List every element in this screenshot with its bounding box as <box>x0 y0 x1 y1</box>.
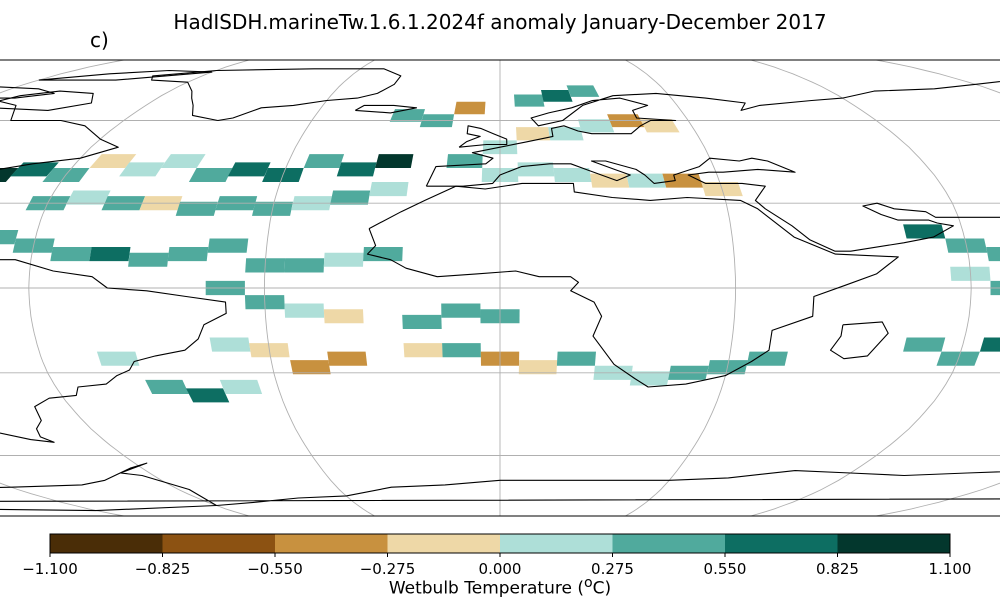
colorbar-segment <box>162 534 275 553</box>
colorbar-segment <box>725 534 838 553</box>
coastline <box>458 125 508 148</box>
colorbar-segment <box>387 534 500 553</box>
anomaly-cell <box>640 119 680 133</box>
anomaly-cell <box>626 173 667 188</box>
anomaly-cell <box>290 360 331 375</box>
anomaly-cell <box>65 190 111 205</box>
anomaly-cell <box>746 351 788 366</box>
anomaly-cell <box>0 230 19 245</box>
anomaly-cell <box>303 154 345 168</box>
colorbar-tick-label: 0.000 <box>478 560 522 578</box>
anomaly-cell <box>454 101 486 115</box>
coastline <box>0 86 55 99</box>
colorbar-tick-label: −0.825 <box>134 560 191 578</box>
anomaly-cell <box>50 247 92 262</box>
colorbar-label-end: C) <box>592 578 612 599</box>
colorbar-tick-label: 0.825 <box>816 560 859 578</box>
anomaly-cell <box>518 360 558 375</box>
colorbar-segment <box>612 534 725 553</box>
anomaly-cell <box>662 173 704 188</box>
anomaly-cell <box>186 388 230 403</box>
colorbar-tick-label: 0.275 <box>591 560 634 578</box>
coastline <box>425 80 1000 252</box>
anomaly-cell <box>363 247 403 262</box>
coastline <box>0 100 119 170</box>
anomaly-cell <box>284 303 325 318</box>
anomaly-cell <box>578 119 615 133</box>
anomaly-cell <box>556 351 596 366</box>
anomaly-cell <box>548 127 584 141</box>
colorbar-label: Wetbulb Temperature (oC) <box>0 575 1000 599</box>
colorbar-tick-label: −1.100 <box>22 560 78 578</box>
anomaly-cell <box>336 162 377 177</box>
anomaly-cell <box>0 168 19 182</box>
anomaly-cell <box>986 247 1000 262</box>
anomaly-cell <box>553 168 592 182</box>
anomaly-cell <box>128 252 169 267</box>
anomaly-cell <box>402 314 442 329</box>
anomaly-cell <box>167 247 209 262</box>
anomaly-cell <box>629 371 670 386</box>
colorbar-segment <box>275 534 388 553</box>
colorbar-tick-label: 1.100 <box>928 560 972 578</box>
coastline <box>366 182 899 388</box>
map-title: HadISDH.marineTw.1.6.1.2024f anomaly Jan… <box>173 10 827 34</box>
coastline <box>0 259 227 443</box>
anomaly-cell <box>403 343 443 358</box>
anomaly-cell <box>566 85 600 97</box>
colorbar-segment <box>50 534 163 553</box>
anomaly-cell <box>541 90 573 102</box>
anomaly-cell <box>514 94 545 107</box>
panel-label: c) <box>90 28 109 52</box>
anomaly-cell <box>323 252 364 267</box>
anomaly-cell <box>207 238 249 253</box>
anomaly-cell <box>160 154 206 168</box>
anomaly-cell <box>516 127 551 141</box>
anomaly-cell <box>219 379 263 394</box>
anomaly-cell <box>89 154 137 168</box>
anomaly-cell <box>369 182 409 197</box>
coastline <box>0 90 94 111</box>
anomaly-cell <box>175 201 218 216</box>
anomaly-cell <box>145 379 189 394</box>
anomaly-cell <box>979 337 1000 352</box>
colorbar-tick-label: −0.275 <box>359 560 416 578</box>
anomaly-cell <box>188 168 233 182</box>
anomaly-cell <box>284 258 325 273</box>
anomaly-cell <box>209 337 251 352</box>
anomaly-cell <box>227 162 271 177</box>
colorbar-label-superscript: o <box>583 575 593 591</box>
anomaly-cell <box>119 162 165 177</box>
coastline <box>151 68 402 122</box>
anomaly-cell <box>590 173 630 188</box>
colorbar-tick-label: 0.550 <box>703 560 747 578</box>
anomaly-cell <box>903 337 946 352</box>
anomaly-cell <box>441 303 481 318</box>
coastline <box>0 462 1000 512</box>
anomaly-cell <box>96 351 140 366</box>
colorbar-label-text: Wetbulb Temperature ( <box>388 578 584 599</box>
colorbar-segment <box>837 534 950 553</box>
coastline <box>829 321 889 360</box>
anomaly-cell <box>330 190 371 205</box>
anomaly-cell <box>323 309 364 324</box>
anomaly-cell <box>375 154 414 168</box>
anomaly-cell <box>327 351 368 366</box>
anomaly-cell <box>389 109 425 122</box>
anomaly-cell <box>442 343 481 358</box>
coastline <box>355 104 418 114</box>
anomaly-cell <box>517 162 555 177</box>
colorbar-tick-label: −0.550 <box>247 560 303 578</box>
colorbar-segment <box>500 534 613 553</box>
anomaly-cell <box>89 247 131 262</box>
anomaly-cell <box>903 224 946 239</box>
coastline <box>38 69 213 81</box>
